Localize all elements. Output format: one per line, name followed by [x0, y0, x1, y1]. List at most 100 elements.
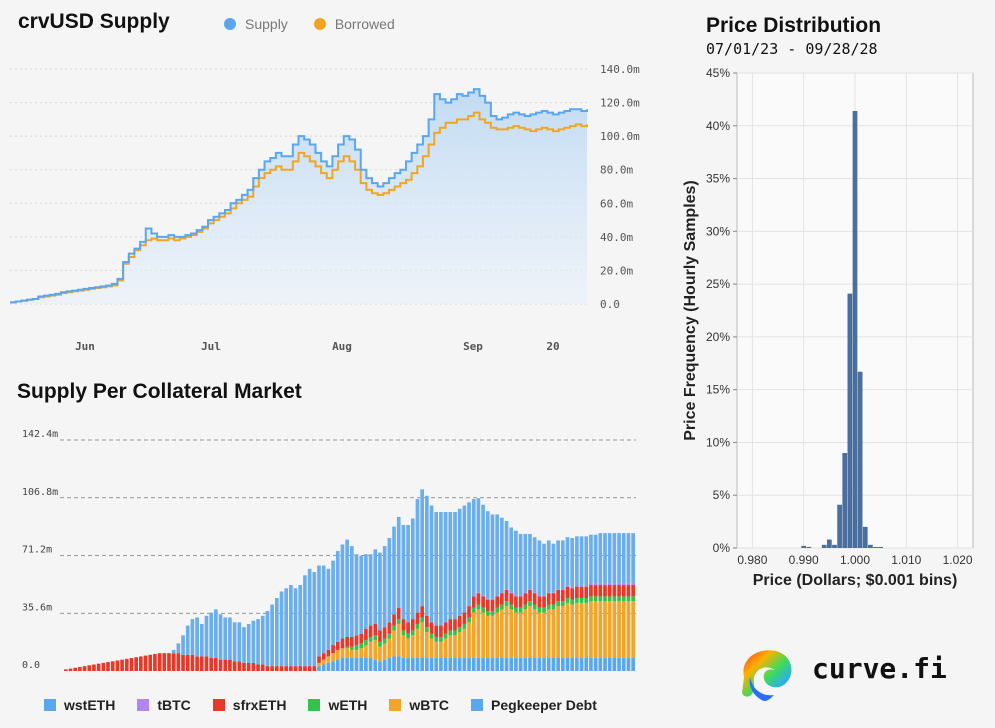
collateral-bar-segment	[223, 617, 228, 660]
collateral-bar-segment	[453, 512, 457, 620]
brand-text: curve.fi	[812, 652, 947, 685]
collateral-bar-segment	[612, 596, 617, 602]
collateral-bar-segment	[542, 607, 546, 613]
collateral-bar-segment	[232, 661, 237, 671]
collateral-bar-segment	[589, 596, 593, 602]
collateral-bar-segment	[457, 627, 462, 633]
collateral-bar-segment	[401, 630, 406, 636]
collateral-bar-segment	[312, 572, 317, 667]
collateral-bar-segment	[350, 649, 354, 659]
collateral-bar-segment	[350, 546, 354, 637]
collateral-bar-segment	[410, 630, 415, 636]
collateral-bar-segment	[396, 623, 401, 657]
legend-item-wsteth[interactable]: wstETH	[44, 697, 115, 713]
collateral-bar-segment	[570, 588, 575, 600]
histogram-y-tick: 20%	[706, 330, 730, 344]
legend-item-borrowed[interactable]: Borrowed	[313, 16, 395, 32]
legend-item-sfrxeth[interactable]: sfrxETH	[212, 697, 286, 713]
collateral-bar-segment	[340, 648, 345, 659]
collateral-bar-segment	[335, 649, 340, 660]
legend-item-weth[interactable]: wETH	[308, 697, 367, 713]
collateral-bar-segment	[537, 595, 542, 597]
legend-label-pegkeeper-debt: Pegkeeper Debt	[491, 697, 597, 713]
collateral-bar-segment	[537, 607, 542, 613]
histogram-y-tick: 5%	[713, 488, 731, 502]
collateral-bar-segment	[518, 612, 523, 659]
supply-legend: Supply Borrowed	[224, 16, 421, 32]
legend-item-supply[interactable]: Supply	[224, 16, 288, 32]
collateral-bar-segment	[471, 596, 476, 608]
collateral-bar-segment	[523, 609, 528, 659]
collateral-bar-segment	[481, 612, 485, 659]
collateral-bar-segment	[551, 604, 556, 610]
collateral-bar-segment	[537, 596, 542, 608]
collateral-bar-segment	[471, 499, 476, 597]
collateral-bar-segment	[274, 598, 279, 667]
collateral-bar-segment	[368, 636, 373, 642]
collateral-bar-segment	[439, 625, 443, 637]
collateral-bar-segment	[120, 659, 124, 671]
collateral-bar-segment	[382, 659, 387, 671]
collateral-bar-segment	[321, 565, 326, 654]
collateral-chart-title: Supply Per Collateral Market	[17, 380, 302, 403]
collateral-bar-segment	[537, 658, 542, 671]
collateral-bar-segment	[420, 489, 424, 607]
collateral-bar-segment	[68, 668, 73, 671]
collateral-legend: wstETH tBTC sfrxETH wETH wBTC Pegkeeper …	[44, 697, 619, 713]
collateral-bar-segment	[556, 601, 560, 607]
collateral-bar-segment	[373, 623, 378, 636]
collateral-bar-segment	[631, 596, 635, 602]
collateral-bar-segment	[617, 533, 621, 584]
collateral-bar-segment	[443, 638, 448, 659]
collateral-bar-segment	[598, 596, 603, 602]
collateral-bar-segment	[542, 596, 546, 608]
collateral-bar-segment	[293, 666, 298, 671]
legend-label-supply: Supply	[245, 16, 288, 32]
collateral-bar-segment	[617, 585, 621, 597]
collateral-bar-segment	[462, 628, 467, 659]
collateral-bar-segment	[476, 658, 481, 671]
collateral-bar-segment	[204, 656, 209, 671]
collateral-bar-segment	[260, 664, 265, 671]
collateral-bar-segment	[514, 596, 518, 608]
collateral-bar-segment	[429, 505, 434, 623]
collateral-bar-segment	[429, 633, 434, 639]
histogram-x-tick: 1.000	[840, 553, 870, 567]
collateral-bar-segment	[256, 664, 260, 671]
collateral-bar-segment	[626, 585, 631, 597]
collateral-bar-segment	[467, 617, 471, 623]
collateral-bar-segment	[495, 595, 500, 597]
collateral-bar-segment	[425, 632, 429, 659]
collateral-bar-segment	[148, 654, 153, 671]
collateral-bar-segment	[598, 658, 603, 671]
collateral-bar-segment	[514, 595, 518, 597]
collateral-bar-segment	[359, 658, 364, 671]
collateral-bar-segment	[598, 533, 603, 584]
collateral-bar-segment	[598, 583, 603, 586]
legend-item-pegkeeper-debt[interactable]: Pegkeeper Debt	[471, 697, 597, 713]
collateral-bar-segment	[500, 592, 504, 594]
collateral-bar-segment	[246, 662, 251, 671]
supply-y-tick: 0.0	[600, 298, 620, 311]
collateral-bar-segment	[551, 593, 556, 605]
collateral-bar-segment	[504, 658, 509, 671]
supply-line-chart: 0.0 20.0m 40.0m 60.0m 80.0m 100.0m 120.0m 140.0…	[10, 63, 640, 353]
collateral-bar-segment	[335, 550, 340, 642]
legend-item-wbtc[interactable]: wBTC	[389, 697, 449, 713]
collateral-bar-segment	[490, 599, 495, 611]
collateral-bar-segment	[420, 658, 424, 671]
collateral-bar-segment	[143, 655, 148, 671]
collateral-bar-segment	[326, 568, 331, 650]
collateral-bar-segment	[607, 596, 612, 602]
collateral-bar-segment	[556, 540, 560, 590]
collateral-bar-segment	[589, 583, 593, 586]
collateral-bar-segment	[176, 653, 181, 671]
collateral-bar-segment	[340, 544, 345, 639]
collateral-bar-segment	[185, 654, 190, 671]
collateral-bar-segment	[415, 658, 420, 671]
collateral-bar-segment	[621, 585, 626, 597]
collateral-bar-segment	[392, 614, 396, 626]
collateral-bar-segment	[532, 609, 537, 659]
collateral-bar-segment	[410, 635, 415, 659]
legend-item-tbtc[interactable]: tBTC	[137, 697, 191, 713]
